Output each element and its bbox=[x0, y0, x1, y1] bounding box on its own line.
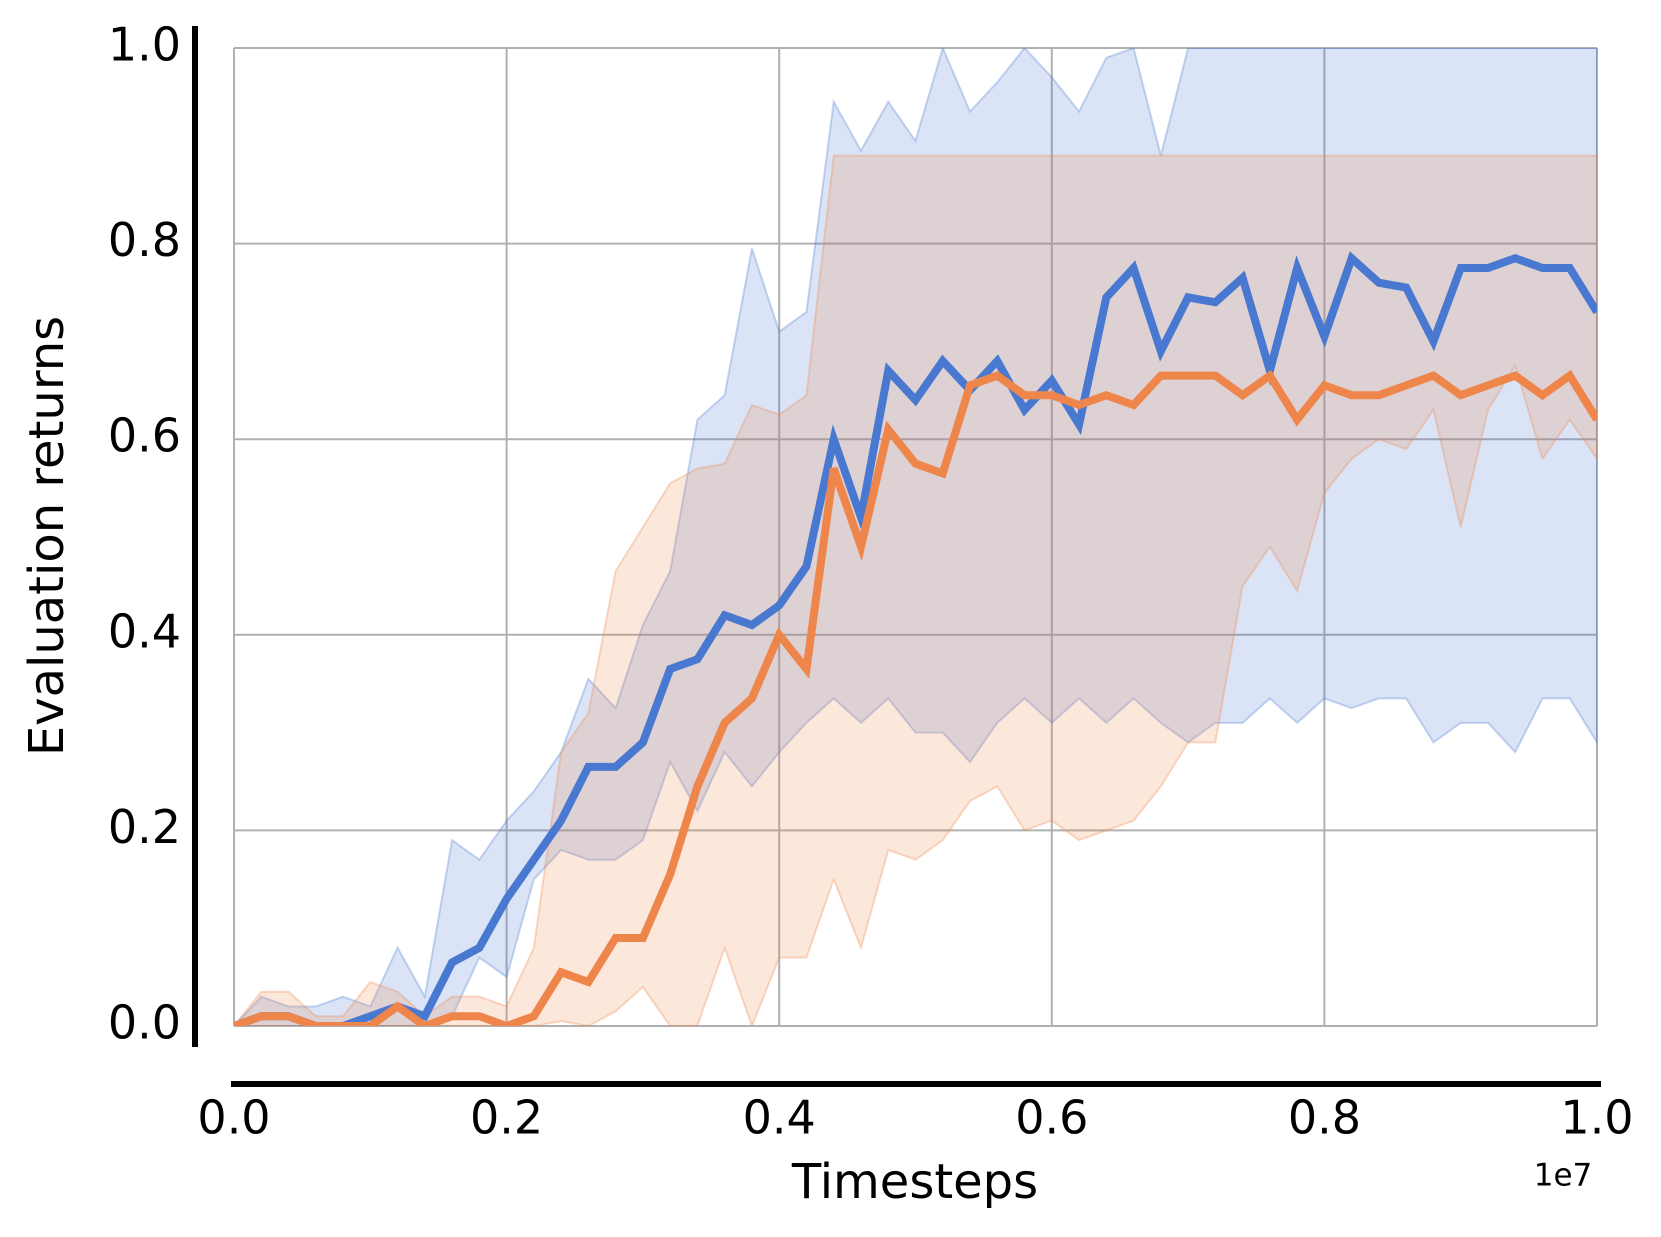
lines bbox=[234, 251, 1597, 1026]
x-tick-label: 0.4 bbox=[743, 1091, 816, 1145]
y-tick-label: 0.8 bbox=[108, 213, 181, 267]
x-tick-label: 0.8 bbox=[1288, 1091, 1361, 1145]
series-line bbox=[234, 251, 1597, 1026]
series-line bbox=[234, 369, 1597, 1026]
grid bbox=[233, 47, 1598, 1027]
y-tick-label: 0.0 bbox=[108, 996, 181, 1050]
x-offset-label: 1e7 bbox=[1534, 1158, 1593, 1194]
y-tick-label: 1.0 bbox=[108, 18, 181, 72]
ticks: 0.0 0.2 0.4 0.6 0.8 1.0 0.0 0.2 0.4 0.6 0.8 1.0 bbox=[108, 18, 1634, 1145]
x-tick-label: 0.0 bbox=[197, 1091, 270, 1145]
y-axis-label: Evaluation returns bbox=[19, 316, 75, 756]
y-tick-label: 0.6 bbox=[108, 409, 181, 463]
x-tick-label: 0.2 bbox=[470, 1091, 543, 1145]
y-tick-label: 0.4 bbox=[108, 604, 181, 658]
bands bbox=[234, 48, 1597, 1026]
y-tick-label: 0.2 bbox=[108, 800, 181, 854]
x-tick-label: 1.0 bbox=[1560, 1091, 1633, 1145]
x-axis-label: Timesteps bbox=[791, 1154, 1038, 1210]
confidence-band bbox=[234, 154, 1597, 1026]
x-tick-label: 0.6 bbox=[1015, 1091, 1088, 1145]
